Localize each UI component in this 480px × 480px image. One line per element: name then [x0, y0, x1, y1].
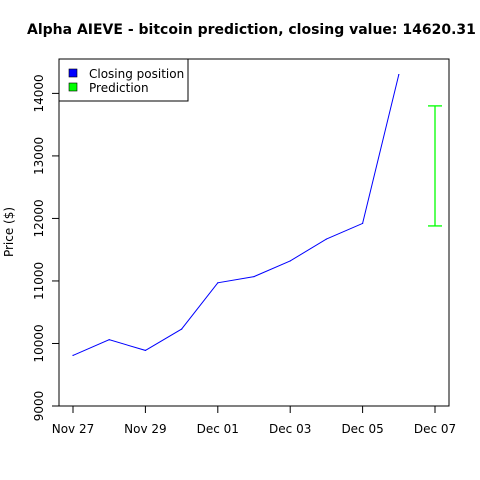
y-tick-label: 14000: [32, 74, 46, 112]
y-axis-label: Price ($): [2, 207, 16, 257]
closing-position-point: [72, 354, 74, 356]
x-axis: Nov 27 Nov 29 Dec 01 Dec 03 Dec 05 Dec 07: [52, 406, 456, 436]
x-tick-label: Dec 01: [197, 422, 239, 436]
closing-position-point: [362, 222, 364, 225]
x-tick-label: Dec 07: [414, 422, 456, 436]
closing-position-point: [253, 275, 255, 278]
series-layer: [72, 74, 442, 356]
chart-title: Alpha AIEVE - bitcoin prediction, closin…: [27, 22, 476, 38]
closing-position-line: [72, 74, 400, 356]
x-tick-label: Dec 05: [341, 422, 383, 436]
closing-position-point: [325, 238, 327, 240]
legend-swatch-prediction: [68, 82, 78, 92]
closing-position-point: [289, 260, 291, 262]
x-tick-label: Dec 03: [269, 422, 311, 436]
y-tick-label: 13000: [32, 137, 46, 175]
closing-position-point: [181, 328, 183, 330]
closing-position-point: [144, 349, 146, 351]
x-tick-label: Nov 27: [52, 422, 95, 436]
legend-label-closing: Closing position: [89, 67, 184, 81]
y-tick-label: 11000: [32, 262, 46, 300]
closing-position-point: [398, 74, 400, 76]
plot-frame: [58, 58, 450, 407]
y-tick-label: 10000: [32, 324, 46, 362]
legend-label-prediction: Prediction: [89, 81, 149, 95]
closing-position-point: [108, 339, 110, 341]
y-axis: 9000 10000 11000 12000 13000 14000: [32, 74, 59, 421]
legend-box: [58, 58, 189, 102]
y-tick-label: 12000: [32, 199, 46, 237]
x-tick-label: Nov 29: [124, 422, 167, 436]
legend-swatch-closing: [68, 68, 78, 78]
legend: Closing position Prediction: [58, 58, 189, 102]
y-tick-label: 9000: [32, 391, 46, 422]
closing-position-point: [217, 282, 219, 284]
